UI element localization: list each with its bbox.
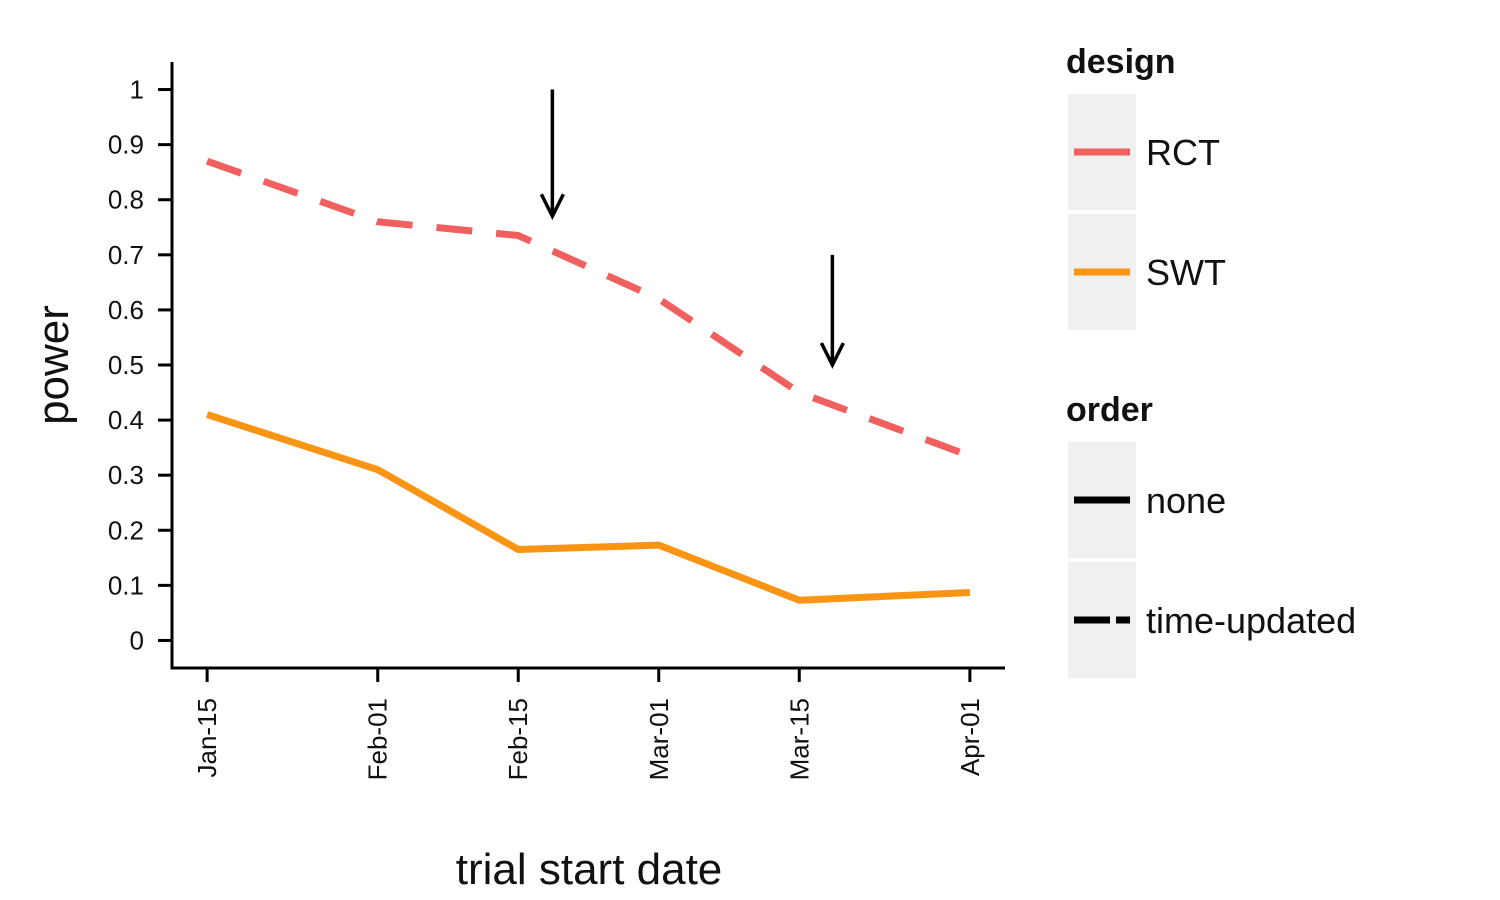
y-tick-label: 0.7	[108, 240, 144, 270]
y-tick-label: 1	[130, 75, 144, 105]
legend-label: RCT	[1146, 132, 1220, 173]
x-axis-title: trial start date	[456, 845, 723, 894]
y-tick-label: 0.8	[108, 185, 144, 215]
x-tick-label: Mar-15	[784, 698, 814, 780]
legend-item: none	[1068, 442, 1226, 558]
plot-area: 0 0.1 0.2 0.3 0.4 0.5 0.6 0.7 0.8 0.9 1 Jan-15 Feb-…	[108, 62, 1005, 780]
x-tick-label: Jan-15	[192, 698, 222, 778]
legend-label: SWT	[1146, 252, 1226, 293]
legend-title-order: order	[1066, 391, 1153, 429]
legend: design RCT SWT order none time-updated	[1066, 43, 1356, 678]
legend-item: SWT	[1068, 214, 1226, 330]
legend-label: none	[1146, 480, 1226, 521]
y-tick-label: 0.3	[108, 460, 144, 490]
y-tick-label: 0.6	[108, 295, 144, 325]
annotation-arrow	[819, 254, 845, 369]
legend-item: RCT	[1068, 94, 1220, 210]
y-tick-label: 0.2	[108, 515, 144, 545]
y-tick-label: 0.5	[108, 350, 144, 380]
y-tick-label: 0.1	[108, 570, 144, 600]
y-tick-label: 0	[130, 625, 144, 655]
annotation-layer	[539, 89, 845, 369]
x-tick-label: Feb-01	[363, 698, 393, 780]
legend-title-design: design	[1066, 43, 1176, 81]
series-line-swt	[206, 411, 971, 604]
x-tick-label: Feb-15	[503, 698, 533, 780]
x-axis-ticks: Jan-15 Feb-01 Feb-15 Mar-01 Mar-15 Apr-01	[192, 668, 985, 780]
x-tick-label: Apr-01	[955, 698, 985, 776]
y-axis-ticks: 0 0.1 0.2 0.3 0.4 0.5 0.6 0.7 0.8 0.9 1	[108, 75, 172, 655]
annotation-arrow	[539, 89, 565, 221]
legend-label: time-updated	[1146, 600, 1356, 641]
series-layer	[205, 157, 972, 604]
legend-item: time-updated	[1068, 562, 1356, 678]
y-axis-title: power	[29, 305, 78, 425]
x-tick-label: Mar-01	[644, 698, 674, 780]
y-tick-label: 0.9	[108, 130, 144, 160]
y-tick-label: 0.4	[108, 405, 144, 435]
series-line-rct	[205, 157, 972, 460]
